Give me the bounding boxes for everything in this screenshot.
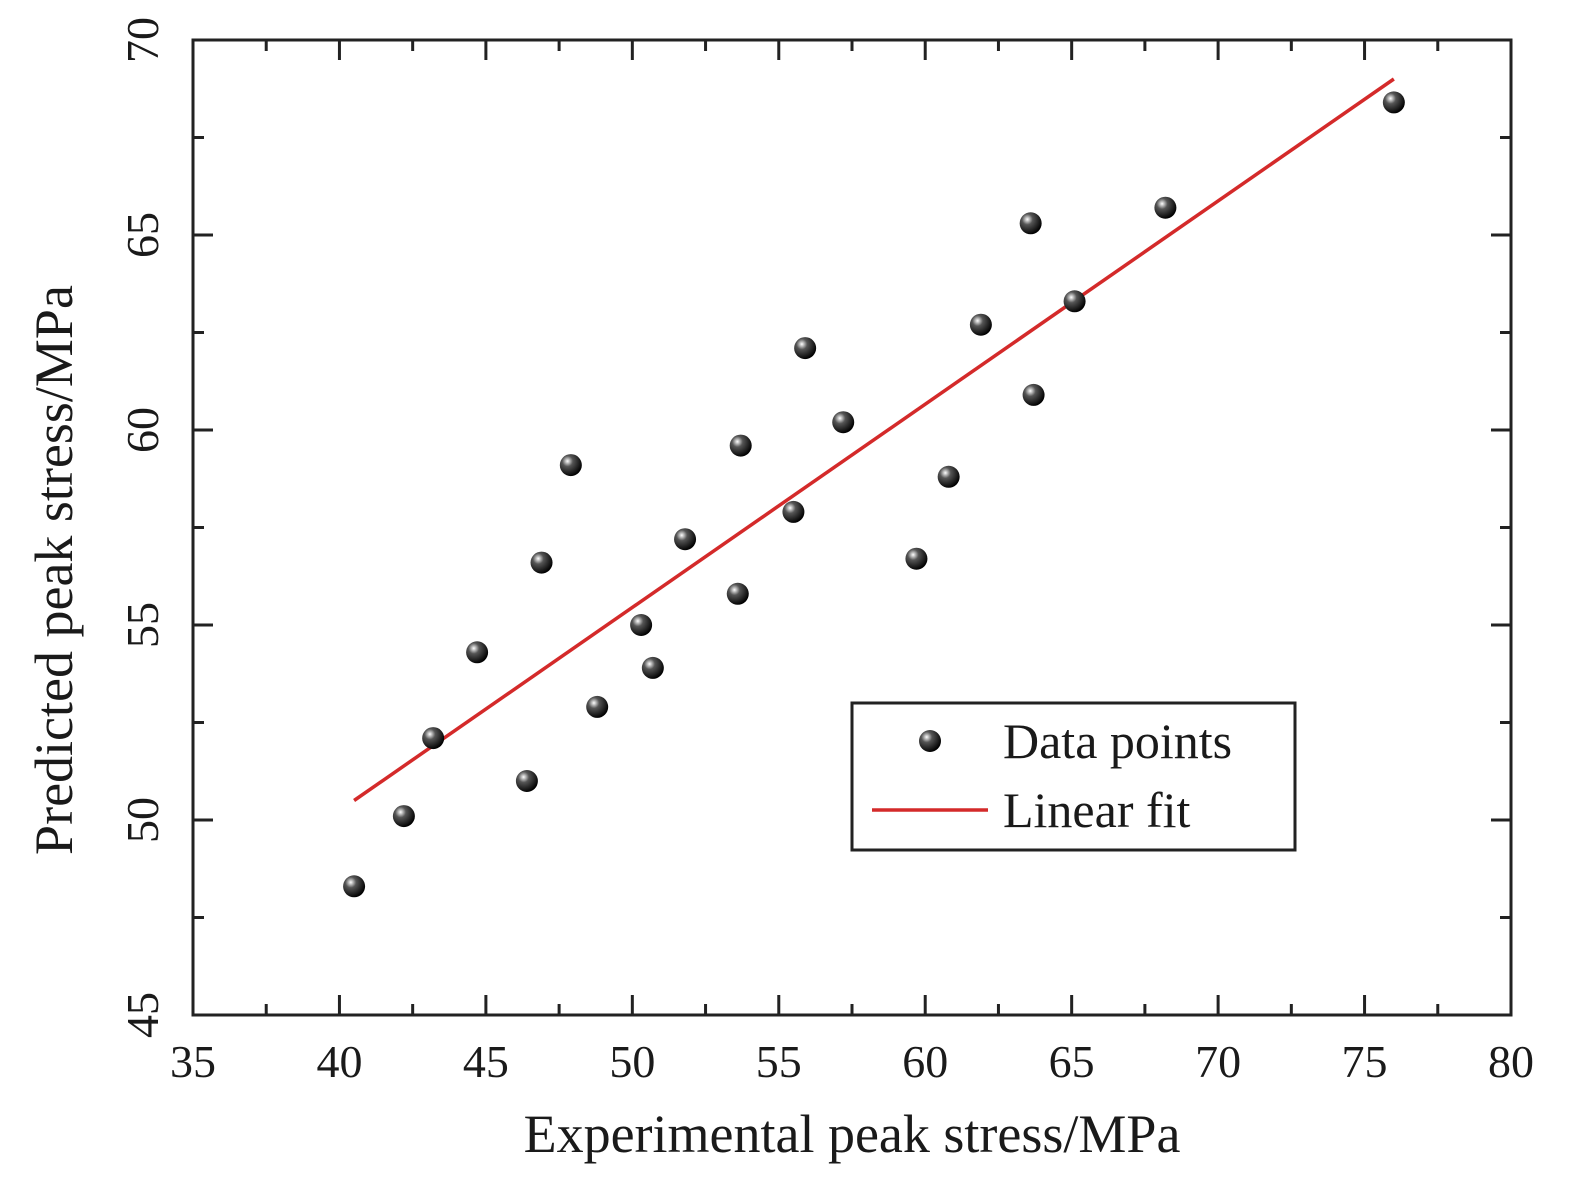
data-point <box>1382 91 1405 114</box>
data-point <box>515 770 538 792</box>
data-point <box>674 528 697 551</box>
data-point <box>343 875 366 898</box>
x-tick-label: 40 <box>316 1036 362 1087</box>
y-tick-label: 55 <box>117 602 168 648</box>
y-tick-label: 50 <box>117 797 168 843</box>
y-tick-label: 65 <box>117 212 168 258</box>
data-point <box>530 551 553 574</box>
data-point <box>586 695 609 718</box>
legend-label-linear-fit: Linear fit <box>1003 782 1191 838</box>
legend-label-data-points: Data points <box>1003 713 1232 769</box>
axis-tick-labels: 35 40 45 50 55 60 65 70 75 80 45 50 55 60 65 70 <box>117 17 1534 1087</box>
data-point <box>422 727 445 750</box>
legend-box <box>850 701 1297 852</box>
data-point <box>1154 196 1177 219</box>
x-tick-label: 60 <box>902 1036 948 1087</box>
y-tick-label: 45 <box>117 992 168 1038</box>
x-tick-label: 35 <box>170 1036 216 1087</box>
data-point <box>969 313 992 336</box>
x-tick-label: 75 <box>1342 1036 1388 1087</box>
x-tick-label: 80 <box>1488 1036 1534 1087</box>
fit-layer <box>353 77 1395 802</box>
axis-ticks <box>191 38 1513 1017</box>
data-point <box>559 454 582 477</box>
data-point <box>1019 212 1042 235</box>
x-tick-label: 70 <box>1195 1036 1241 1087</box>
data-point <box>630 614 653 636</box>
data-point <box>794 337 817 360</box>
legend: Data points Linear fit <box>850 701 1297 852</box>
data-point <box>832 411 855 434</box>
y-axis-title: Predicted peak stress/MPa <box>24 285 84 855</box>
data-point <box>1063 290 1086 313</box>
linear-fit-line <box>353 77 1395 802</box>
data-point <box>937 465 960 488</box>
y-tick-label: 60 <box>117 407 168 453</box>
data-point <box>782 500 805 523</box>
x-tick-label: 65 <box>1049 1036 1095 1087</box>
x-axis-title: Experimental peak stress/MPa <box>524 1104 1181 1164</box>
data-point <box>729 434 752 457</box>
data-point <box>641 656 664 679</box>
x-tick-label: 55 <box>756 1036 802 1087</box>
x-tick-label: 50 <box>609 1036 655 1087</box>
data-points <box>343 91 1405 898</box>
data-point <box>726 582 749 605</box>
y-tick-label: 70 <box>117 17 168 63</box>
plot-frame <box>191 38 1513 1017</box>
data-point <box>905 547 928 570</box>
legend-marker-data-points <box>919 730 941 752</box>
data-point <box>392 805 415 828</box>
data-point <box>1022 383 1045 406</box>
x-tick-label: 45 <box>463 1036 509 1087</box>
data-point <box>466 641 489 664</box>
